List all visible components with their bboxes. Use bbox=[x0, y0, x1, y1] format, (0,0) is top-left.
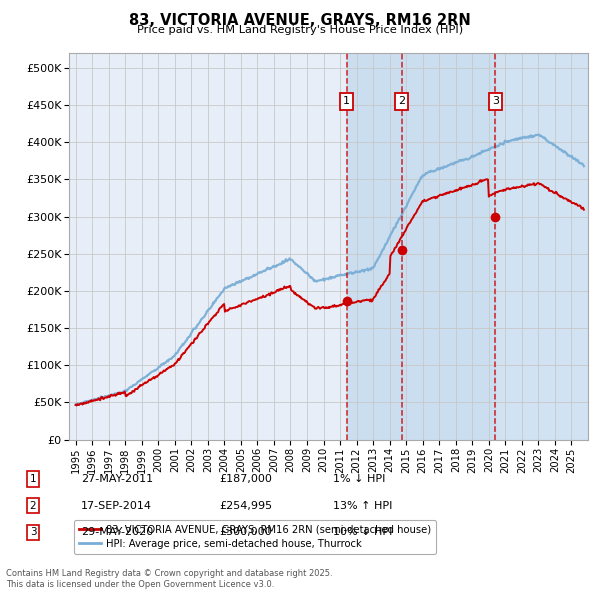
Text: £187,000: £187,000 bbox=[219, 474, 272, 484]
Text: 2: 2 bbox=[398, 96, 405, 106]
Bar bbox=[496, 53, 588, 440]
Text: £254,995: £254,995 bbox=[219, 501, 272, 510]
Text: 13% ↑ HPI: 13% ↑ HPI bbox=[333, 501, 392, 510]
Text: 2: 2 bbox=[29, 501, 37, 510]
Text: 3: 3 bbox=[29, 527, 37, 537]
Text: 1: 1 bbox=[343, 96, 350, 106]
Text: 1% ↓ HPI: 1% ↓ HPI bbox=[333, 474, 385, 484]
Text: 83, VICTORIA AVENUE, GRAYS, RM16 2RN: 83, VICTORIA AVENUE, GRAYS, RM16 2RN bbox=[129, 13, 471, 28]
Text: Contains HM Land Registry data © Crown copyright and database right 2025.
This d: Contains HM Land Registry data © Crown c… bbox=[6, 569, 332, 589]
Text: 3: 3 bbox=[492, 96, 499, 106]
Text: £300,000: £300,000 bbox=[219, 527, 272, 537]
Text: 1: 1 bbox=[29, 474, 37, 484]
Text: 29-MAY-2020: 29-MAY-2020 bbox=[81, 527, 153, 537]
Bar bbox=[401, 53, 496, 440]
Text: 27-MAY-2011: 27-MAY-2011 bbox=[81, 474, 153, 484]
Bar bbox=[347, 53, 401, 440]
Text: 17-SEP-2014: 17-SEP-2014 bbox=[81, 501, 152, 510]
Text: 10% ↓ HPI: 10% ↓ HPI bbox=[333, 527, 392, 537]
Legend: 83, VICTORIA AVENUE, GRAYS, RM16 2RN (semi-detached house), HPI: Average price, : 83, VICTORIA AVENUE, GRAYS, RM16 2RN (se… bbox=[74, 520, 436, 554]
Text: Price paid vs. HM Land Registry's House Price Index (HPI): Price paid vs. HM Land Registry's House … bbox=[137, 25, 463, 35]
